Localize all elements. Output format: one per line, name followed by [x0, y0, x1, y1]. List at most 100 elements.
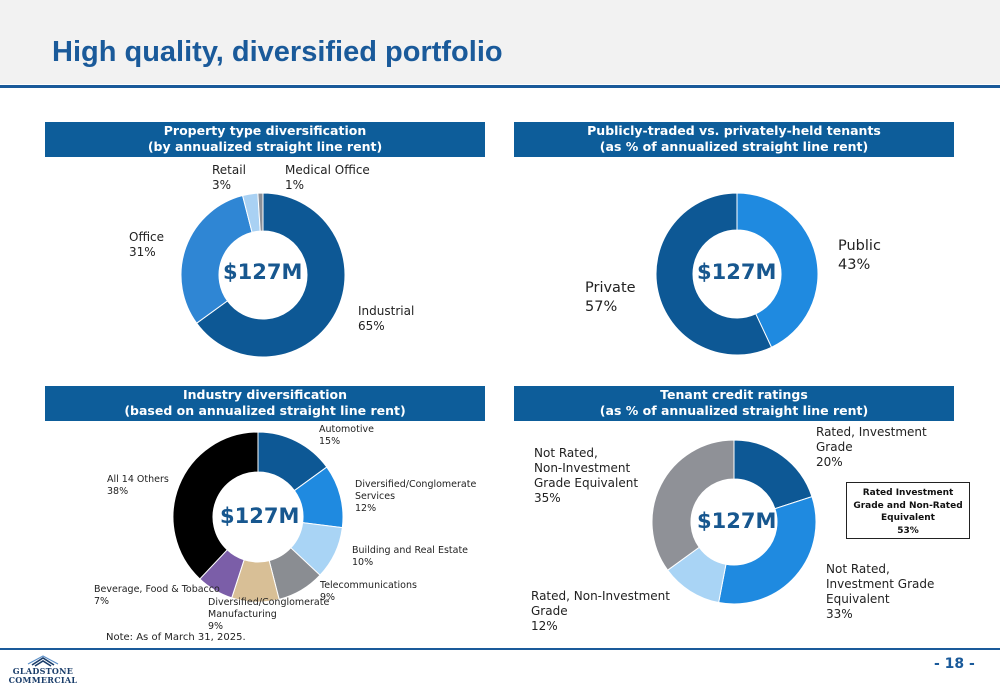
label-notrated-nig-line2: Non-Investment	[534, 461, 631, 475]
label-div-services-line1: Diversified/Conglomerate	[355, 479, 477, 490]
footnote: Note: As of March 31, 2025.	[106, 632, 246, 643]
label-notrated-nig-value: 35%	[534, 491, 561, 505]
title-band	[0, 0, 1000, 84]
callout-line1: Rated Investment	[862, 488, 954, 498]
label-div-manufacturing-value: 9%	[208, 621, 224, 632]
label-building: Building and Real Estate 10%	[352, 545, 468, 569]
label-medical-office: Medical Office 1%	[285, 163, 370, 193]
logo-text-line2: COMMERCIAL	[8, 675, 78, 685]
label-office-value: 31%	[129, 245, 156, 259]
label-rated-ig-line1: Rated, Investment	[816, 425, 927, 439]
bottom-rule	[0, 648, 1000, 650]
chart4-header: Tenant credit ratings (as % of annualize…	[514, 386, 954, 421]
logo-text-line1: GLADSTONE	[12, 666, 74, 676]
label-medical-office-name: Medical Office	[285, 163, 370, 177]
logo-text: GLADSTONE COMMERCIAL	[8, 667, 78, 685]
label-all-others-name: All 14 Others	[107, 474, 169, 485]
label-industrial-name: Industrial	[358, 304, 415, 318]
chart2-header: Publicly-traded vs. privately-held tenan…	[514, 122, 954, 157]
chart1-header-line1: Property type diversification	[163, 123, 367, 138]
logo-mark-icon	[27, 655, 59, 667]
label-telecom-value: 9%	[320, 592, 336, 603]
chart3-header-line1: Industry diversification	[182, 387, 348, 402]
slice-all-14-others	[172, 431, 259, 580]
label-notrated-nig: Not Rated, Non-Investment Grade Equivale…	[534, 446, 638, 506]
property-type-donut	[180, 192, 346, 358]
chart1-header-line2: (by annualized straight line rent)	[147, 139, 383, 154]
chart1-header: Property type diversification (by annual…	[45, 122, 485, 157]
slice-industrial	[195, 192, 346, 358]
chart4-header-line1: Tenant credit ratings	[660, 387, 808, 402]
chart1-center-label: $127M	[223, 260, 303, 284]
label-all-others: All 14 Others 38%	[107, 474, 169, 498]
chart3-center-label: $127M	[220, 504, 300, 528]
chart2-header-line2: (as % of annualized straight line rent)	[599, 139, 869, 154]
callout-line2: Grade and Non-Rated	[853, 500, 963, 511]
label-automotive: Automotive 15%	[319, 424, 374, 448]
label-telecom: Telecommunications 9%	[320, 580, 417, 604]
label-beverage-name: Beverage, Food & Tobacco	[94, 584, 220, 595]
slice-office	[180, 194, 253, 324]
chart2-center-label: $127M	[697, 260, 777, 284]
label-private: Private 57%	[585, 279, 636, 317]
chart3-header-line2: (based on annualized straight line rent)	[124, 403, 406, 418]
chart4-center-label: $127M	[697, 509, 777, 533]
label-beverage: Beverage, Food & Tobacco 7%	[94, 584, 220, 608]
label-notrated-ig-value: 33%	[826, 607, 853, 621]
chart2-header-line1: Publicly-traded vs. privately-held tenan…	[587, 123, 881, 138]
label-building-value: 10%	[352, 557, 374, 568]
label-rated-ig-value: 20%	[816, 455, 843, 469]
label-div-services-value: 12%	[355, 503, 377, 514]
chart3-header: Industry diversification (based on annua…	[45, 386, 485, 421]
label-automotive-name: Automotive	[319, 424, 374, 435]
slice-private	[655, 192, 773, 356]
label-retail-value: 3%	[212, 178, 232, 192]
label-notrated-ig-line3: Equivalent	[826, 592, 890, 606]
label-public-name: Public	[838, 238, 881, 254]
label-office-name: Office	[129, 230, 165, 244]
label-beverage-value: 7%	[94, 596, 110, 607]
slice-not-rated-non-investment-grade-equivalent	[651, 439, 735, 571]
label-all-others-value: 38%	[107, 486, 129, 497]
label-industrial-value: 65%	[358, 319, 385, 333]
public-private-donut	[655, 192, 819, 356]
label-rated-ig-line2: Grade	[816, 440, 853, 454]
label-div-services-line2: Services	[355, 491, 396, 502]
label-private-name: Private	[585, 280, 636, 296]
label-public-value: 43%	[838, 257, 871, 273]
label-div-manufacturing-line1: Diversified/Conglomerate	[208, 597, 330, 608]
label-retail: Retail 3%	[212, 163, 246, 193]
company-logo: GLADSTONE COMMERCIAL	[8, 655, 78, 685]
label-div-manufacturing: Diversified/Conglomerate Manufacturing 9…	[208, 597, 329, 633]
label-rated-nig-line1: Rated, Non-Investment	[531, 589, 670, 603]
label-building-name: Building and Real Estate	[352, 545, 469, 556]
title-rule	[0, 85, 1000, 88]
label-automotive-value: 15%	[319, 436, 341, 447]
label-notrated-nig-line1: Not Rated,	[534, 446, 598, 460]
investment-grade-callout: Rated Investment Grade and Non-Rated Equ…	[846, 482, 970, 539]
page-title: High quality, diversified portfolio	[52, 36, 503, 68]
callout-line3: Equivalent	[881, 513, 935, 523]
label-div-manufacturing-line2: Manufacturing	[208, 609, 277, 620]
label-rated-nig: Rated, Non-Investment Grade 12%	[531, 589, 670, 634]
industry-donut	[172, 431, 344, 603]
label-rated-nig-line2: Grade	[531, 604, 568, 618]
label-notrated-ig: Not Rated, Investment Grade Equivalent 3…	[826, 562, 934, 622]
label-notrated-ig-line1: Not Rated,	[826, 562, 890, 576]
label-notrated-ig-line2: Investment Grade	[826, 577, 935, 591]
label-div-services: Diversified/Conglomerate Services 12%	[355, 479, 476, 515]
label-office: Office 31%	[129, 230, 164, 260]
slice-rated-investment-grade	[733, 439, 813, 510]
slice-public	[736, 192, 819, 348]
label-public: Public 43%	[838, 237, 881, 275]
label-rated-nig-value: 12%	[531, 619, 558, 633]
chart4-header-line2: (as % of annualized straight line rent)	[599, 403, 869, 418]
credit-ratings-donut	[651, 439, 817, 605]
page-number: - 18 -	[934, 656, 975, 672]
label-industrial: Industrial 65%	[358, 304, 414, 334]
slice-medical-office	[257, 192, 264, 232]
slice-not-rated-investment-grade-equivalent	[718, 496, 817, 605]
label-private-value: 57%	[585, 299, 618, 315]
label-rated-ig: Rated, Investment Grade 20%	[816, 425, 927, 470]
label-telecom-name: Telecommunications	[320, 580, 417, 591]
